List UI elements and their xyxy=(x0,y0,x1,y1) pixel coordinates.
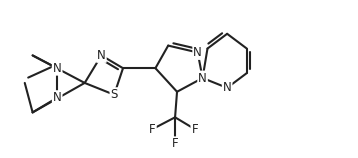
Text: N: N xyxy=(198,72,207,85)
Text: N: N xyxy=(53,91,62,104)
Text: S: S xyxy=(111,88,118,101)
Text: F: F xyxy=(172,137,178,150)
Text: N: N xyxy=(53,62,62,75)
Text: F: F xyxy=(192,123,198,136)
Text: F: F xyxy=(149,123,156,136)
Text: N: N xyxy=(193,46,202,59)
Text: N: N xyxy=(223,81,232,94)
Text: N: N xyxy=(97,49,106,62)
